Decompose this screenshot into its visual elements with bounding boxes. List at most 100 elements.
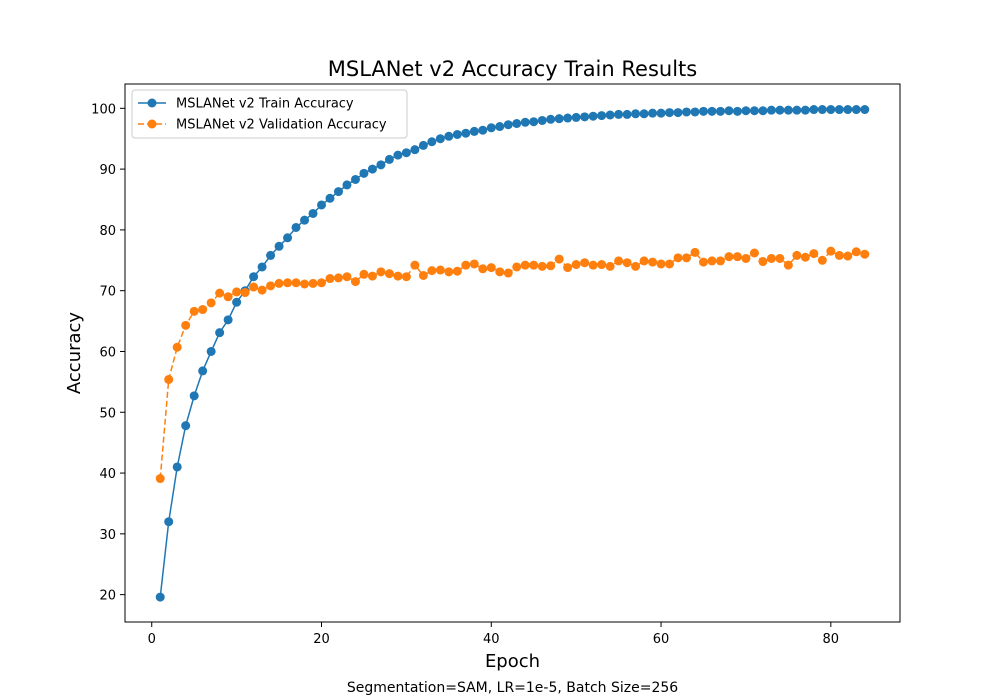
data-point (418, 270, 428, 280)
data-point (758, 257, 768, 267)
legend-label: MSLANet v2 Train Accuracy (176, 97, 354, 112)
data-point (189, 391, 199, 401)
data-point (605, 110, 615, 120)
data-point (401, 148, 411, 158)
data-point (690, 247, 700, 257)
y-tick-label: 70 (99, 285, 116, 300)
data-point (631, 261, 641, 271)
data-point (512, 262, 522, 272)
y-tick-label: 30 (99, 528, 116, 543)
data-point (537, 261, 547, 271)
data-point (452, 266, 462, 276)
data-point (350, 174, 360, 184)
data-point (834, 250, 844, 260)
data-point (580, 258, 590, 268)
data-point (283, 278, 293, 288)
data-point (698, 257, 708, 267)
data-point (749, 106, 759, 116)
data-point (300, 215, 310, 225)
x-tick-label: 40 (483, 632, 500, 647)
data-point (427, 266, 437, 276)
data-point (495, 267, 505, 277)
data-point (274, 241, 284, 251)
data-point (249, 272, 259, 282)
data-point (758, 106, 768, 116)
data-point (317, 200, 327, 210)
chart-title: MSLANet v2 Accuracy Train Results (328, 57, 697, 81)
data-point (266, 250, 276, 260)
data-point (732, 252, 742, 262)
data-point (172, 342, 182, 352)
data-point (648, 108, 658, 118)
data-point (215, 328, 225, 338)
data-point (656, 108, 666, 118)
data-point (164, 517, 174, 527)
data-point (546, 114, 556, 124)
data-point (367, 271, 377, 281)
data-point (597, 111, 607, 121)
data-point (529, 117, 539, 127)
data-point (614, 256, 624, 266)
x-tick-label: 60 (653, 632, 670, 647)
data-point (308, 278, 318, 288)
data-point (826, 246, 836, 256)
legend-marker (147, 98, 157, 108)
data-point (588, 260, 598, 270)
data-point (732, 106, 742, 116)
data-point (181, 421, 191, 431)
data-point (741, 253, 751, 263)
x-tick-label: 80 (823, 632, 840, 647)
data-point (461, 260, 471, 270)
data-point (198, 305, 208, 315)
data-point (648, 257, 658, 267)
data-point (860, 105, 870, 115)
data-point (333, 187, 343, 197)
data-point (715, 106, 725, 116)
data-point (614, 109, 624, 119)
data-point (520, 260, 530, 270)
data-point (529, 260, 539, 270)
data-point (665, 108, 675, 118)
data-point (665, 259, 675, 269)
data-point (792, 105, 802, 115)
data-point (486, 263, 496, 273)
data-point (766, 105, 776, 115)
data-point (571, 260, 581, 270)
data-point (843, 105, 853, 115)
data-point (512, 119, 522, 129)
data-point (571, 112, 581, 122)
data-point (682, 107, 692, 117)
data-point (155, 592, 165, 602)
data-point (817, 105, 827, 115)
data-point (266, 281, 276, 291)
x-tick-label: 0 (148, 632, 156, 647)
data-point (707, 106, 717, 116)
y-tick-label: 50 (99, 406, 116, 421)
data-point (520, 117, 530, 127)
data-point (283, 233, 293, 243)
data-point (376, 267, 386, 277)
data-point (673, 253, 683, 263)
data-point (359, 269, 369, 279)
data-point (554, 254, 564, 264)
data-point (588, 111, 598, 121)
data-point (393, 271, 403, 281)
data-point (291, 222, 301, 232)
data-point (597, 260, 607, 270)
data-point (384, 154, 394, 164)
data-point (300, 279, 310, 289)
data-point (155, 474, 165, 484)
data-point (452, 129, 462, 139)
data-point (495, 122, 505, 132)
data-point (189, 306, 199, 316)
x-tick-label: 20 (313, 632, 330, 647)
chart-caption: Segmentation=SAM, LR=1e-5, Batch Size=25… (347, 680, 678, 696)
data-point (724, 106, 734, 116)
data-point (800, 252, 810, 262)
data-point (749, 248, 759, 258)
data-point (486, 123, 496, 133)
data-point (851, 247, 861, 257)
data-point (461, 128, 471, 138)
series-layer (155, 105, 870, 602)
data-point (503, 268, 513, 278)
